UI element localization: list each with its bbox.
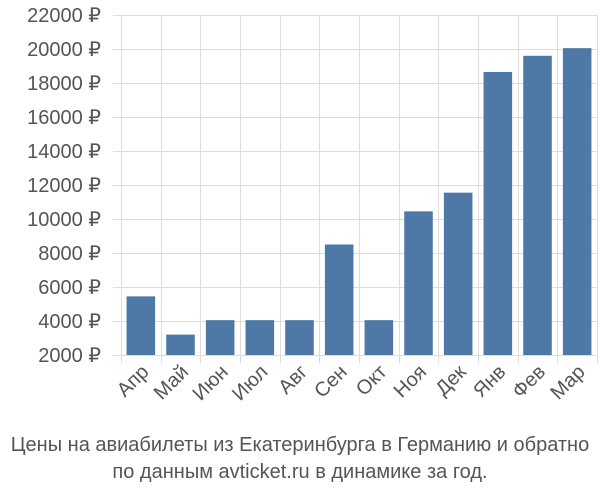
y-axis-ticks: 2000 ₽ 4000 ₽ 6000 ₽ 8000 ₽ 10000 ₽ 12000 ₽ 14…: [27, 5, 101, 367]
bar-Сен: [324, 244, 354, 355]
y-tick-label: 20000 ₽: [27, 39, 101, 61]
x-tick-label: Апр: [113, 361, 154, 402]
x-tick-label: Фев: [508, 361, 550, 403]
y-tick-label: 8000 ₽: [38, 243, 101, 265]
y-tick-label: 10000 ₽: [27, 209, 101, 231]
bar-Янв: [483, 71, 513, 355]
caption-line-1: Цены на авиабилеты из Екатеринбурга в Ге…: [10, 434, 590, 456]
bar-Май: [166, 334, 195, 355]
bar-Фев: [523, 55, 552, 356]
x-tick-label: Июл: [228, 361, 272, 405]
caption-line-2: по данным avticket.ru в динамике за год.: [112, 461, 488, 483]
x-tick-label: Мар: [546, 361, 589, 404]
y-tick-label: 14000 ₽: [27, 141, 101, 163]
y-tick-label: 16000 ₽: [27, 107, 101, 129]
x-tick-label: Ноя: [390, 361, 431, 402]
y-tick-label: 4000 ₽: [38, 311, 101, 333]
bar-Июл: [245, 320, 275, 355]
x-tick-label: Янв: [469, 361, 510, 402]
bars: [126, 48, 592, 356]
x-tick-label: Окт: [352, 361, 391, 400]
x-tick-label: Июн: [189, 361, 233, 405]
bar-Авг: [285, 320, 314, 355]
x-tick-label: Сен: [310, 361, 351, 402]
bar-Июн: [205, 320, 235, 355]
grid-lines: [113, 15, 598, 363]
bar-Окт: [364, 320, 394, 355]
bar-Апр: [126, 296, 156, 355]
x-tick-label: Дек: [432, 361, 471, 400]
y-tick-label: 6000 ₽: [38, 277, 101, 299]
bar-Мар: [562, 48, 592, 356]
bar-Ноя: [404, 211, 433, 355]
y-tick-label: 18000 ₽: [27, 73, 101, 95]
x-tick-label: Май: [150, 361, 193, 404]
y-tick-label: 22000 ₽: [27, 5, 101, 27]
y-tick-label: 2000 ₽: [38, 345, 101, 367]
x-tick-label: Авг: [274, 361, 312, 399]
y-tick-label: 12000 ₽: [27, 175, 101, 197]
bar-Дек: [443, 192, 473, 355]
